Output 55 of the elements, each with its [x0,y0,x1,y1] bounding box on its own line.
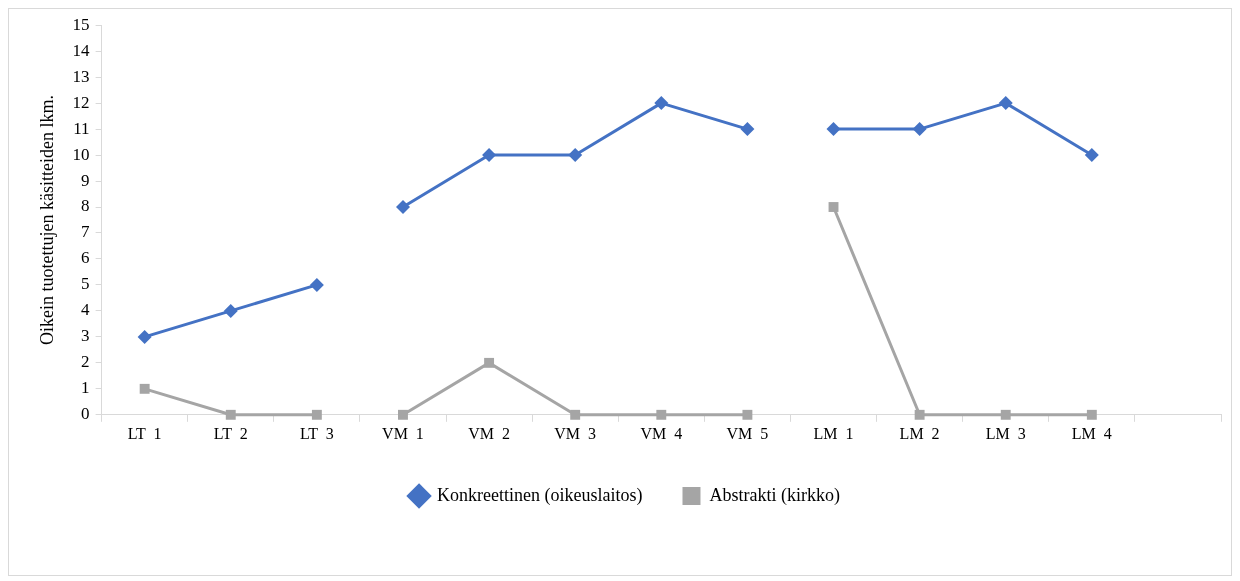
y-tick-label: 11 [73,118,90,138]
point [139,383,150,394]
point [826,122,841,137]
y-axis-title: Oikein tuotettujen käsitteiden lkm. [36,95,57,345]
x-tick-label: VM 3 [554,424,597,442]
x-tick-label: VM 1 [382,424,424,442]
y-tick-label: 5 [81,274,90,294]
x-tick-label: LM 3 [985,424,1026,442]
point [654,96,669,111]
y-tick-label: 7 [81,222,91,242]
point [223,303,238,318]
point [137,329,152,344]
x-tick-label: LT 1 [127,424,162,442]
point [914,409,925,420]
point [998,96,1013,111]
x-tick-label: LM 1 [813,424,854,442]
point [742,409,753,420]
y-tick-label: 6 [81,248,90,268]
y-tick-label: 13 [72,66,90,86]
y-tick-label: 14 [72,40,91,60]
point [568,148,583,163]
point [828,202,839,212]
point [395,200,410,215]
point [311,409,322,420]
y-tick-label: 2 [81,352,90,372]
x-tick-label: LT 3 [299,424,334,442]
point [1086,409,1097,420]
point [482,148,497,163]
point [740,122,755,137]
point [309,277,324,292]
y-tick-label: 8 [81,196,90,216]
y-tick-label: 3 [81,326,90,346]
y-tick-label: 15 [72,14,90,34]
x-tick-label: VM 5 [726,424,769,442]
point [1084,148,1099,163]
y-tick-label: 0 [81,404,90,424]
y-tick-label: 10 [72,144,90,164]
x-tick-label: LT 2 [213,424,248,442]
legend-label: Abstrakti (kirkko) [709,484,840,506]
y-tick-label: 12 [72,92,90,112]
y-tick-label: 1 [81,378,90,398]
point [398,409,408,420]
point [1000,409,1011,420]
x-tick-label: VM 4 [640,424,683,442]
x-tick-label: VM 2 [468,424,510,442]
point [225,409,236,420]
legend-label: Konkreettinen (oikeuslaitos) [437,484,643,506]
y-tick-label: 4 [81,300,91,320]
x-tick-label: LM 2 [899,424,940,442]
point [570,409,581,420]
y-tick-label: 9 [81,170,90,190]
point [656,409,667,420]
point [912,122,927,137]
point [484,357,495,368]
x-tick-label: LM 4 [1071,424,1112,442]
